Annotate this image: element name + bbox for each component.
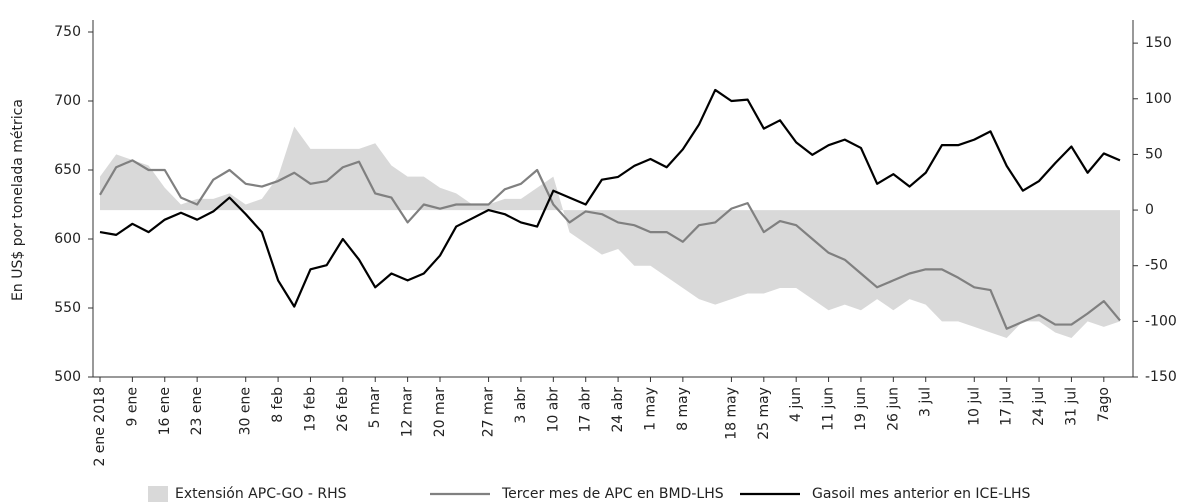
area: [100, 126, 1120, 339]
y2-tick-label: 150: [1145, 35, 1172, 51]
x-tick-label: 27 mar: [481, 387, 497, 437]
y2-tick-label: 50: [1145, 146, 1163, 162]
x-tick-label: 9 ene: [124, 387, 140, 426]
y-tick-label: 600: [54, 231, 81, 247]
x-tick-label: 10 jul: [966, 387, 982, 426]
x-tick-label: 20 mar: [432, 387, 448, 437]
x-tick-label: 23 ene: [189, 387, 205, 435]
legend-label: Gasoil mes anterior en ICE-LHS: [812, 486, 1031, 502]
x-tick-label: 26 jun: [885, 387, 901, 431]
y-axis-title: En US$ por tonelada métrica: [10, 99, 26, 301]
x-tick-label: 30 ene: [238, 387, 254, 435]
x-tick-label: 7ago: [1096, 387, 1112, 422]
y-tick-label: 650: [54, 162, 81, 178]
y2-tick-label: 0: [1145, 202, 1154, 218]
y-tick-label: 500: [54, 369, 81, 385]
y2-tick-label: -100: [1145, 313, 1177, 329]
x-tick-label: 25 may: [756, 387, 772, 440]
x-tick-label: 24 abr: [610, 387, 626, 433]
x-tick-label: 3 abr: [513, 387, 529, 424]
legend-label: Extensión APC-GO - RHS: [175, 486, 347, 502]
line: [99, 159, 1121, 330]
x-tick-label: 18 may: [723, 387, 739, 440]
y-tick-label: 700: [54, 93, 81, 109]
x-tick-label: 5 mar: [367, 387, 383, 429]
y-tick-label: 550: [54, 300, 81, 316]
x-tick-label: 16 ene: [157, 387, 173, 435]
x-tick-label: 17 jul: [999, 387, 1015, 426]
x-tick-label: 19 feb: [302, 387, 318, 432]
y2-tick-label: 100: [1145, 91, 1172, 107]
x-tick-label: 10 abr: [545, 387, 561, 433]
y-tick-label: 750: [54, 24, 81, 40]
legend-label: Tercer mes de APC en BMD-LHS: [501, 486, 724, 502]
x-tick-label: 8 feb: [270, 387, 286, 423]
x-tick-label: 1 may: [642, 387, 658, 431]
y2-tick-label: -150: [1145, 369, 1177, 385]
x-tick-label: 11 jun: [821, 387, 837, 431]
x-tick-label: 3 jul: [918, 387, 934, 417]
x-tick-label: 12 mar: [400, 387, 416, 437]
x-tick-label: 17 abr: [578, 387, 594, 433]
x-tick-label: 2 ene 2018: [92, 387, 108, 467]
x-tick-label: 19 jun: [853, 387, 869, 431]
x-tick-label: 31 jul: [1063, 387, 1079, 426]
x-tick-label: 24 jul: [1031, 387, 1047, 426]
y2-tick-label: -50: [1145, 258, 1168, 274]
legend-swatch: [148, 486, 168, 502]
x-tick-label: 4 jun: [788, 387, 804, 422]
line: [99, 88, 1121, 308]
x-tick-label: 26 feb: [335, 387, 351, 432]
x-tick-label: 8 may: [675, 387, 691, 431]
